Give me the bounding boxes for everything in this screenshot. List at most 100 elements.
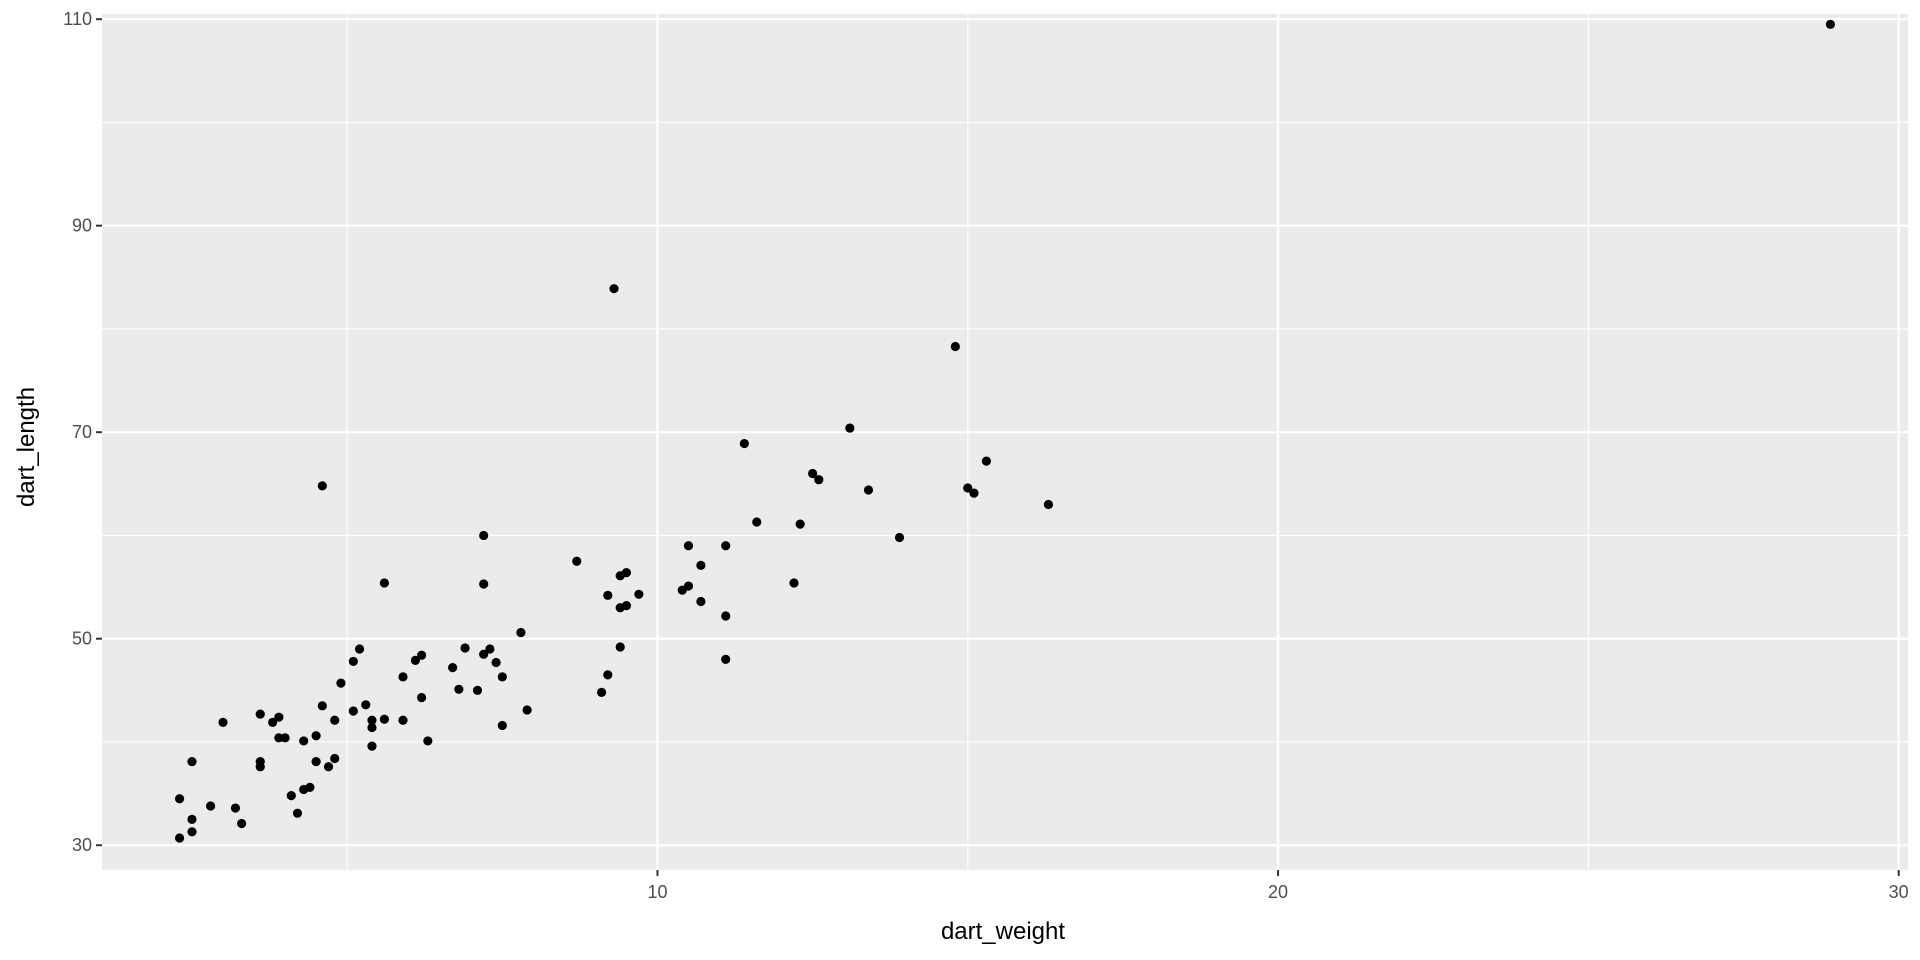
y-tick-label: 30 xyxy=(72,835,92,855)
x-tick-label: 10 xyxy=(647,882,667,902)
data-point xyxy=(603,670,613,680)
data-point xyxy=(348,656,358,667)
data-point xyxy=(522,705,532,715)
minor-gridlines xyxy=(102,14,1908,870)
plot-panel xyxy=(102,14,1908,870)
data-point xyxy=(348,706,358,716)
data-point xyxy=(187,814,197,825)
data-point xyxy=(479,579,489,589)
data-point xyxy=(894,532,905,543)
data-point xyxy=(174,833,185,843)
data-point xyxy=(479,530,489,541)
data-point xyxy=(634,589,644,599)
data-point xyxy=(845,423,855,433)
data-point xyxy=(950,341,960,352)
major-gridlines xyxy=(102,14,1908,870)
data-point xyxy=(621,568,632,578)
data-point xyxy=(739,438,749,449)
data-point xyxy=(311,756,321,767)
data-point xyxy=(596,687,607,697)
data-point xyxy=(683,581,694,591)
data-point xyxy=(621,601,632,611)
data-point xyxy=(286,791,296,801)
data-point xyxy=(479,649,489,659)
data-point xyxy=(417,692,427,703)
data-point xyxy=(963,483,973,493)
data-point xyxy=(379,578,389,588)
y-tick-label: 70 xyxy=(72,422,92,442)
data-point xyxy=(696,596,706,607)
data-point xyxy=(497,720,507,731)
x-tick-label: 20 xyxy=(1268,882,1288,902)
data-point xyxy=(187,827,197,837)
data-point xyxy=(299,736,309,746)
data-point xyxy=(255,762,265,772)
data-point xyxy=(721,654,731,664)
axis-ticks xyxy=(96,18,1900,876)
data-point xyxy=(255,709,265,719)
x-axis-title: dart_weight xyxy=(941,918,1065,945)
data-point xyxy=(721,541,731,551)
x-axis-tick-labels: 10 20 30 xyxy=(647,882,1908,902)
data-point xyxy=(237,818,247,829)
x-tick-label: 30 xyxy=(1889,882,1909,902)
data-point xyxy=(323,762,334,772)
data-point xyxy=(795,519,805,529)
data-point xyxy=(317,481,327,491)
data-point xyxy=(572,556,582,566)
data-point xyxy=(814,475,824,485)
data-point xyxy=(330,753,340,764)
data-point xyxy=(460,643,470,653)
data-point xyxy=(398,715,408,725)
data-point xyxy=(497,672,507,682)
data-point xyxy=(398,672,408,682)
data-point xyxy=(491,657,501,668)
data-point xyxy=(410,655,421,665)
data-point xyxy=(683,541,694,551)
data-point xyxy=(379,714,389,724)
data-point xyxy=(721,611,731,621)
data-point xyxy=(268,717,278,727)
data-point xyxy=(1825,19,1836,29)
data-point xyxy=(361,700,371,710)
data-point xyxy=(311,731,321,741)
data-point xyxy=(808,468,818,479)
y-tick-label: 110 xyxy=(63,9,92,29)
data-point xyxy=(218,717,228,727)
data-point xyxy=(305,782,315,792)
data-point xyxy=(603,590,613,600)
data-point xyxy=(274,712,284,722)
data-point xyxy=(789,578,799,588)
data-point xyxy=(609,284,619,294)
data-point xyxy=(615,642,625,652)
data-point xyxy=(969,488,979,498)
data-point xyxy=(367,741,377,751)
data-point xyxy=(367,715,377,725)
y-tick-label: 90 xyxy=(72,216,92,236)
data-point xyxy=(472,685,483,695)
data-point xyxy=(454,684,464,694)
data-point xyxy=(330,715,340,725)
data-point xyxy=(752,517,762,527)
y-axis-title: dart_length xyxy=(13,387,40,507)
data-point xyxy=(206,801,216,811)
data-point xyxy=(981,456,991,466)
data-point xyxy=(174,794,185,804)
y-axis-tick-labels: 30 50 70 90 110 xyxy=(63,9,92,855)
data-point xyxy=(230,803,241,813)
data-point xyxy=(292,808,303,818)
data-point xyxy=(448,663,458,673)
data-point xyxy=(417,650,427,660)
data-point xyxy=(367,722,377,733)
data-point xyxy=(863,485,874,495)
data-point xyxy=(1043,499,1054,510)
data-points xyxy=(174,19,1836,843)
data-point xyxy=(485,644,495,654)
data-point xyxy=(187,756,197,767)
data-point xyxy=(516,627,526,638)
data-point xyxy=(336,678,346,688)
data-point xyxy=(423,736,433,746)
data-point xyxy=(696,560,706,570)
data-point xyxy=(280,733,290,743)
